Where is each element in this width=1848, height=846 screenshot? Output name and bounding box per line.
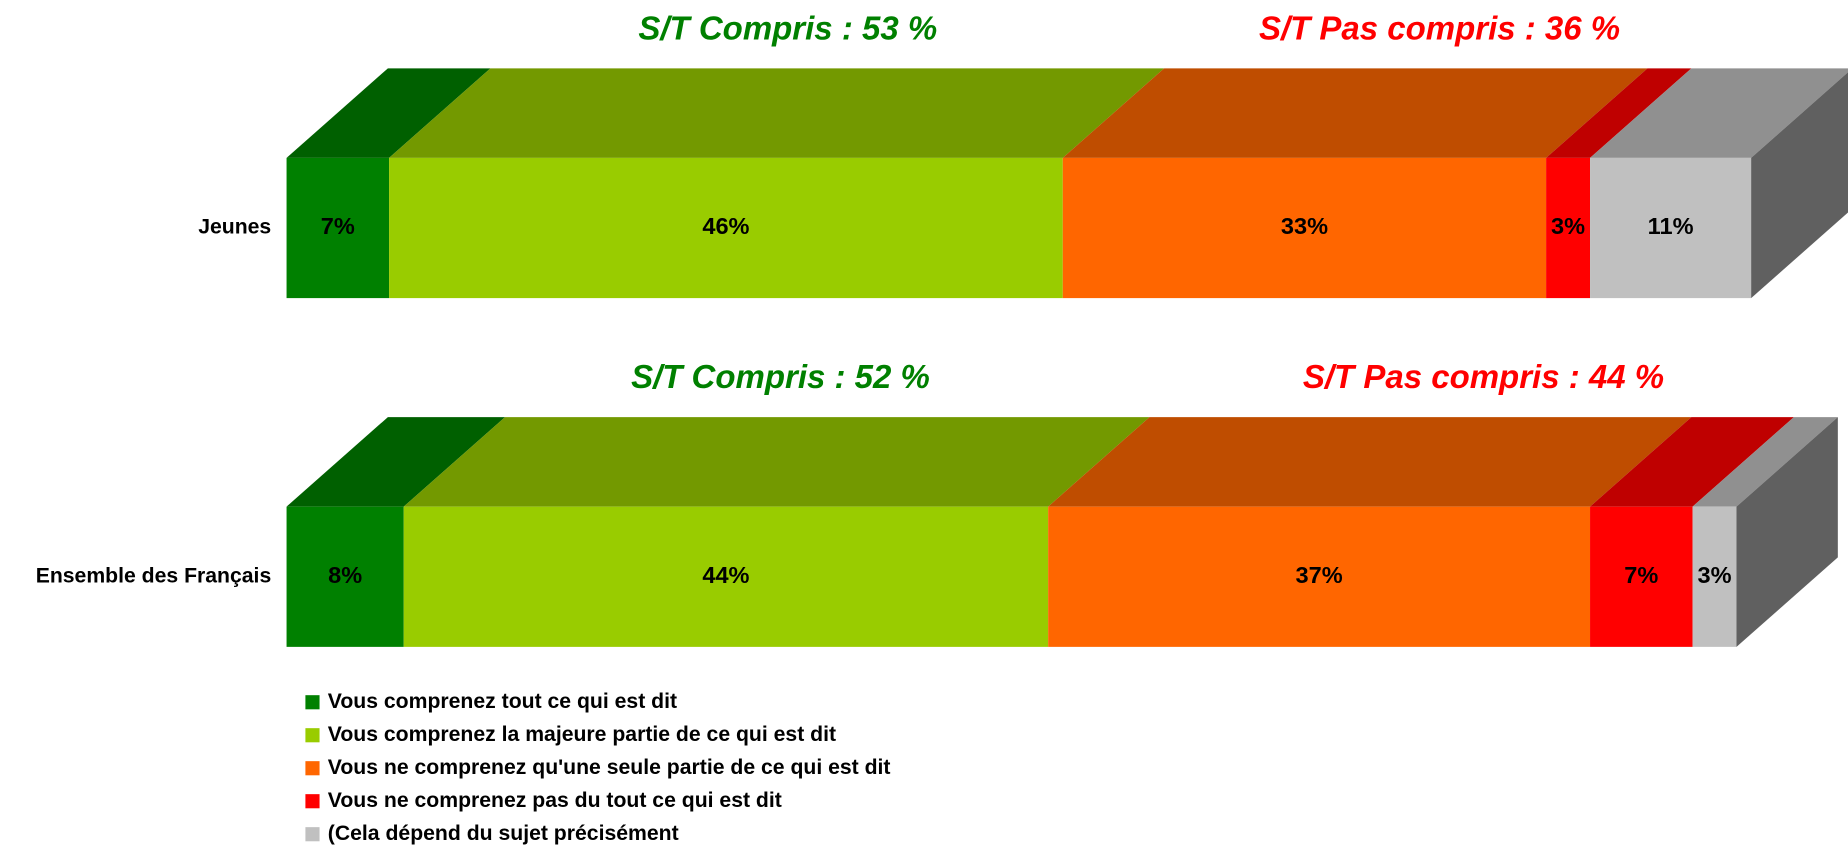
bar-top: [286, 417, 506, 507]
annotation: S/T Compris : 53 %: [638, 9, 937, 46]
bar-top: [1590, 68, 1848, 158]
bar-top: [1048, 417, 1692, 507]
bar: [1062, 157, 1547, 299]
legend-label: Vous ne comprenez qu'une seule partie de…: [328, 756, 891, 779]
category-label: Ensemble des Français: [36, 564, 272, 587]
value-label: 37%: [1296, 562, 1343, 588]
value-label: 33%: [1281, 213, 1328, 239]
value-label: 7%: [1624, 562, 1658, 588]
bar-top: [1062, 68, 1648, 158]
bar: [1590, 506, 1693, 647]
bar: [403, 506, 1049, 647]
annotation: S/T Compris : 52 %: [631, 358, 930, 395]
bar-top: [389, 68, 1165, 158]
bar: [389, 157, 1063, 299]
legend-label: Vous comprenez la majeure partie de ce q…: [328, 723, 836, 746]
bar: [286, 506, 404, 647]
bar: [286, 157, 390, 299]
legend-swatch: [305, 728, 320, 743]
legend-swatch: [305, 827, 320, 842]
bar-top: [403, 417, 1150, 507]
bar: [1692, 506, 1737, 647]
value-label: 3%: [1551, 213, 1585, 239]
bar-side: [1751, 72, 1848, 299]
annotation: S/T Pas compris : 36 %: [1259, 9, 1620, 46]
bar: [1048, 506, 1591, 647]
legend-label: Vous comprenez tout ce qui est dit: [328, 690, 677, 713]
legend-swatch: [305, 794, 320, 809]
value-label: 7%: [321, 213, 355, 239]
value-label: 3%: [1698, 562, 1732, 588]
bar-top: [1590, 417, 1794, 507]
bar-top: [286, 68, 491, 158]
bar: [1546, 157, 1591, 299]
value-label: 46%: [702, 213, 749, 239]
value-label: 44%: [702, 562, 749, 588]
annotation: S/T Pas compris : 44 %: [1303, 358, 1664, 395]
legend-label: Vous ne comprenez pas du tout ce qui est…: [328, 789, 782, 812]
category-label: Jeunes: [198, 216, 271, 239]
value-label: 11%: [1648, 213, 1694, 239]
legend-swatch: [305, 695, 320, 710]
value-label: 8%: [328, 562, 362, 588]
legend-swatch: [305, 761, 320, 776]
bar-top: [1546, 68, 1692, 158]
bar: [1590, 157, 1752, 299]
legend-label: (Cela dépend du sujet précisément: [328, 822, 679, 845]
bar-top: [1692, 417, 1838, 507]
bar-side: [1736, 417, 1838, 647]
